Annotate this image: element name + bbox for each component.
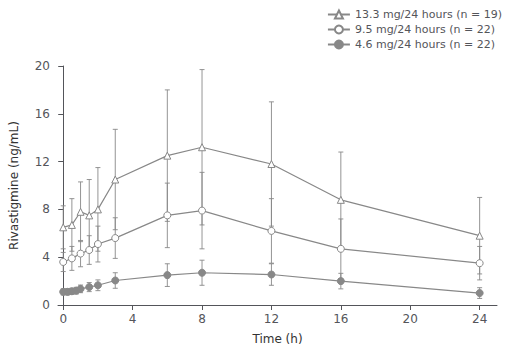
svg-text:16: 16 (35, 107, 50, 121)
svg-text:9.5 mg/24 hours (n = 22): 9.5 mg/24 hours (n = 22) (355, 23, 495, 36)
svg-text:8: 8 (198, 312, 206, 326)
svg-text:16: 16 (333, 312, 348, 326)
svg-text:4: 4 (42, 250, 50, 264)
svg-text:0: 0 (59, 312, 67, 326)
svg-text:4.6 mg/24 hours (n = 22): 4.6 mg/24 hours (n = 22) (355, 38, 495, 51)
svg-text:Rivastigmine (ng/mL): Rivastigmine (ng/mL) (7, 121, 21, 250)
svg-text:24: 24 (472, 312, 487, 326)
svg-text:0: 0 (42, 298, 50, 312)
svg-text:Time (h): Time (h) (251, 332, 302, 346)
svg-text:12: 12 (35, 155, 50, 169)
svg-text:8: 8 (42, 202, 50, 216)
svg-text:12: 12 (264, 312, 279, 326)
svg-text:4: 4 (129, 312, 137, 326)
svg-text:13.3 mg/24 hours (n = 19): 13.3 mg/24 hours (n = 19) (355, 8, 502, 21)
svg-text:20: 20 (35, 59, 50, 73)
svg-text:20: 20 (403, 312, 418, 326)
